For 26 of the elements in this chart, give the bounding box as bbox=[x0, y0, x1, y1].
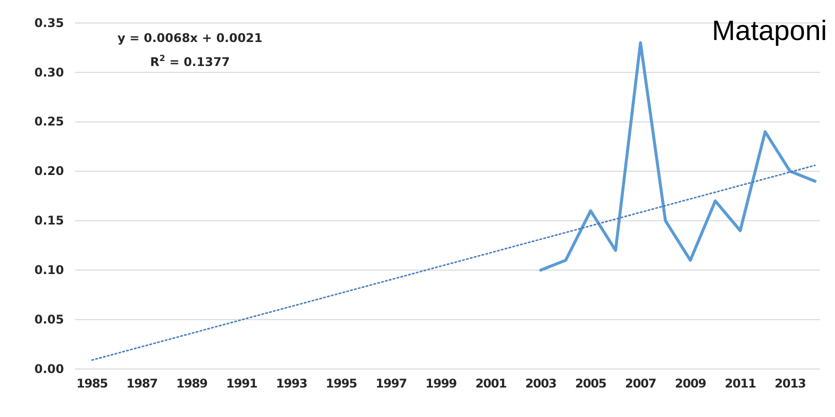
x-tick-label: 1989 bbox=[176, 376, 208, 391]
annotation: y = 0.0068x + 0.0021 bbox=[118, 31, 262, 45]
y-tick-label: 0.30 bbox=[34, 65, 64, 80]
x-tick-label: 1985 bbox=[76, 376, 108, 391]
x-tick-label: 1987 bbox=[126, 376, 158, 391]
x-tick-label: 1997 bbox=[376, 376, 407, 391]
y-tick-label: 0.00 bbox=[34, 362, 64, 376]
x-tick-label: 2007 bbox=[624, 376, 656, 391]
x-tick-label: 1993 bbox=[276, 376, 308, 391]
y-tick-label: 0.10 bbox=[34, 262, 64, 277]
chart-title: Mataponi bbox=[712, 15, 827, 46]
y-tick-label: 0.25 bbox=[34, 114, 64, 129]
x-tick-label: 1991 bbox=[226, 376, 258, 391]
x-tick-label: 2009 bbox=[674, 376, 706, 391]
x-tick-label: 2001 bbox=[475, 376, 507, 391]
annotation: R$^{2}$ = 0.1377 bbox=[150, 53, 230, 69]
x-tick-label: 2011 bbox=[724, 376, 756, 391]
y-tick-label: 0.35 bbox=[34, 16, 64, 30]
x-tick-label: 2003 bbox=[525, 376, 557, 391]
x-tick-label: 2013 bbox=[774, 376, 806, 391]
x-tick-label: 2005 bbox=[575, 376, 606, 391]
y-tick-label: 0.05 bbox=[34, 312, 64, 326]
y-tick-label: 0.20 bbox=[34, 164, 64, 178]
y-tick-label: 0.15 bbox=[34, 214, 64, 228]
x-tick-label: 1995 bbox=[326, 376, 358, 391]
x-tick-label: 1999 bbox=[426, 376, 457, 391]
